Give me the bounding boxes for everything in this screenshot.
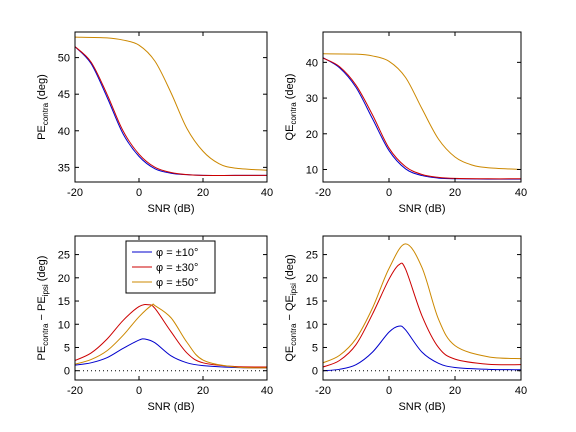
y-tick-label: 15 bbox=[306, 296, 318, 308]
x-tick-label: 20 bbox=[197, 187, 209, 199]
x-tick-label: -20 bbox=[67, 385, 83, 397]
series-line-3 bbox=[75, 303, 267, 369]
legend-entry-label: φ = ±10° bbox=[156, 247, 198, 259]
y-tick-label: 25 bbox=[306, 250, 318, 262]
y-tick-label: 5 bbox=[312, 342, 318, 354]
x-axis-label: SNR (dB) bbox=[398, 203, 445, 215]
panel-qe-diff: -20 0 20 40 0 5 10 15 20 25 SNR (dB) QEcontra − QEi… bbox=[284, 235, 527, 413]
y-tick-label: 10 bbox=[58, 319, 70, 331]
x-tick-label: 40 bbox=[515, 385, 527, 397]
x-tick-label: 40 bbox=[261, 385, 273, 397]
legend-entry-label: φ = ±50° bbox=[156, 277, 198, 289]
x-tick-label: 0 bbox=[136, 385, 142, 397]
axes-frame bbox=[322, 235, 522, 381]
y-axis-label: QEcontra (deg) bbox=[284, 74, 298, 141]
series-line-2 bbox=[323, 57, 521, 180]
series-line-2 bbox=[75, 46, 267, 176]
y-axis-label: PEcontra (deg) bbox=[36, 74, 50, 140]
series-line-3 bbox=[323, 53, 521, 170]
y-tick-label: 40 bbox=[58, 126, 70, 138]
y-tick-label: 20 bbox=[306, 129, 318, 141]
y-tick-label: 5 bbox=[64, 342, 70, 354]
x-tick-label: 0 bbox=[386, 187, 392, 199]
x-tick-label: -20 bbox=[67, 187, 83, 199]
x-tick-label: -20 bbox=[315, 385, 331, 397]
series-line-3 bbox=[323, 243, 521, 364]
x-tick-label: 20 bbox=[449, 385, 461, 397]
x-axis-label: SNR (dB) bbox=[147, 203, 194, 215]
axes-frame bbox=[74, 235, 268, 381]
x-tick-label: 40 bbox=[261, 187, 273, 199]
y-tick-label: 25 bbox=[58, 250, 70, 262]
x-axis-label: SNR (dB) bbox=[147, 401, 194, 413]
x-tick-label: 40 bbox=[515, 187, 527, 199]
y-tick-label: 10 bbox=[306, 165, 318, 177]
x-tick-label: -20 bbox=[315, 187, 331, 199]
axes-frame bbox=[74, 31, 268, 183]
panel-pe-diff: -20 0 20 40 0 5 10 15 20 25 SNR (dB) PEcontra − PEi… bbox=[36, 235, 273, 413]
series-line-3 bbox=[75, 36, 267, 171]
y-axis-label: QEcontra − QEipsi (deg) bbox=[284, 254, 298, 361]
y-tick-label: 0 bbox=[312, 366, 318, 378]
x-tick-label: 20 bbox=[197, 385, 209, 397]
panel-pe-contra: -20 0 20 40 35 40 45 50 SNR (dB) PEcontra (deg) bbox=[36, 31, 273, 215]
x-tick-label: 0 bbox=[136, 187, 142, 199]
y-axis-label: PEcontra − PEipsi (deg) bbox=[36, 256, 50, 361]
y-tick-label: 35 bbox=[58, 162, 70, 174]
x-tick-label: 0 bbox=[386, 385, 392, 397]
axes-frame bbox=[322, 31, 522, 183]
y-tick-label: 45 bbox=[58, 89, 70, 101]
y-tick-label: 0 bbox=[64, 366, 70, 378]
y-tick-label: 30 bbox=[306, 93, 318, 105]
legend: φ = ±10° φ = ±30° φ = ±50° bbox=[125, 240, 216, 294]
legend-entry-label: φ = ±30° bbox=[156, 262, 198, 274]
y-tick-label: 20 bbox=[58, 273, 70, 285]
y-tick-label: 10 bbox=[306, 319, 318, 331]
x-axis-label: SNR (dB) bbox=[398, 401, 445, 413]
y-tick-label: 40 bbox=[306, 57, 318, 69]
x-tick-label: 20 bbox=[449, 187, 461, 199]
panel-qe-contra: -20 0 20 40 10 20 30 40 SNR (dB) QEcontra (deg) bbox=[284, 31, 527, 215]
series-line-1 bbox=[75, 338, 267, 369]
y-tick-label: 50 bbox=[58, 53, 70, 65]
series-line-1 bbox=[323, 325, 521, 372]
y-tick-label: 20 bbox=[306, 273, 318, 285]
series-line-2 bbox=[323, 262, 521, 368]
y-tick-label: 15 bbox=[58, 296, 70, 308]
